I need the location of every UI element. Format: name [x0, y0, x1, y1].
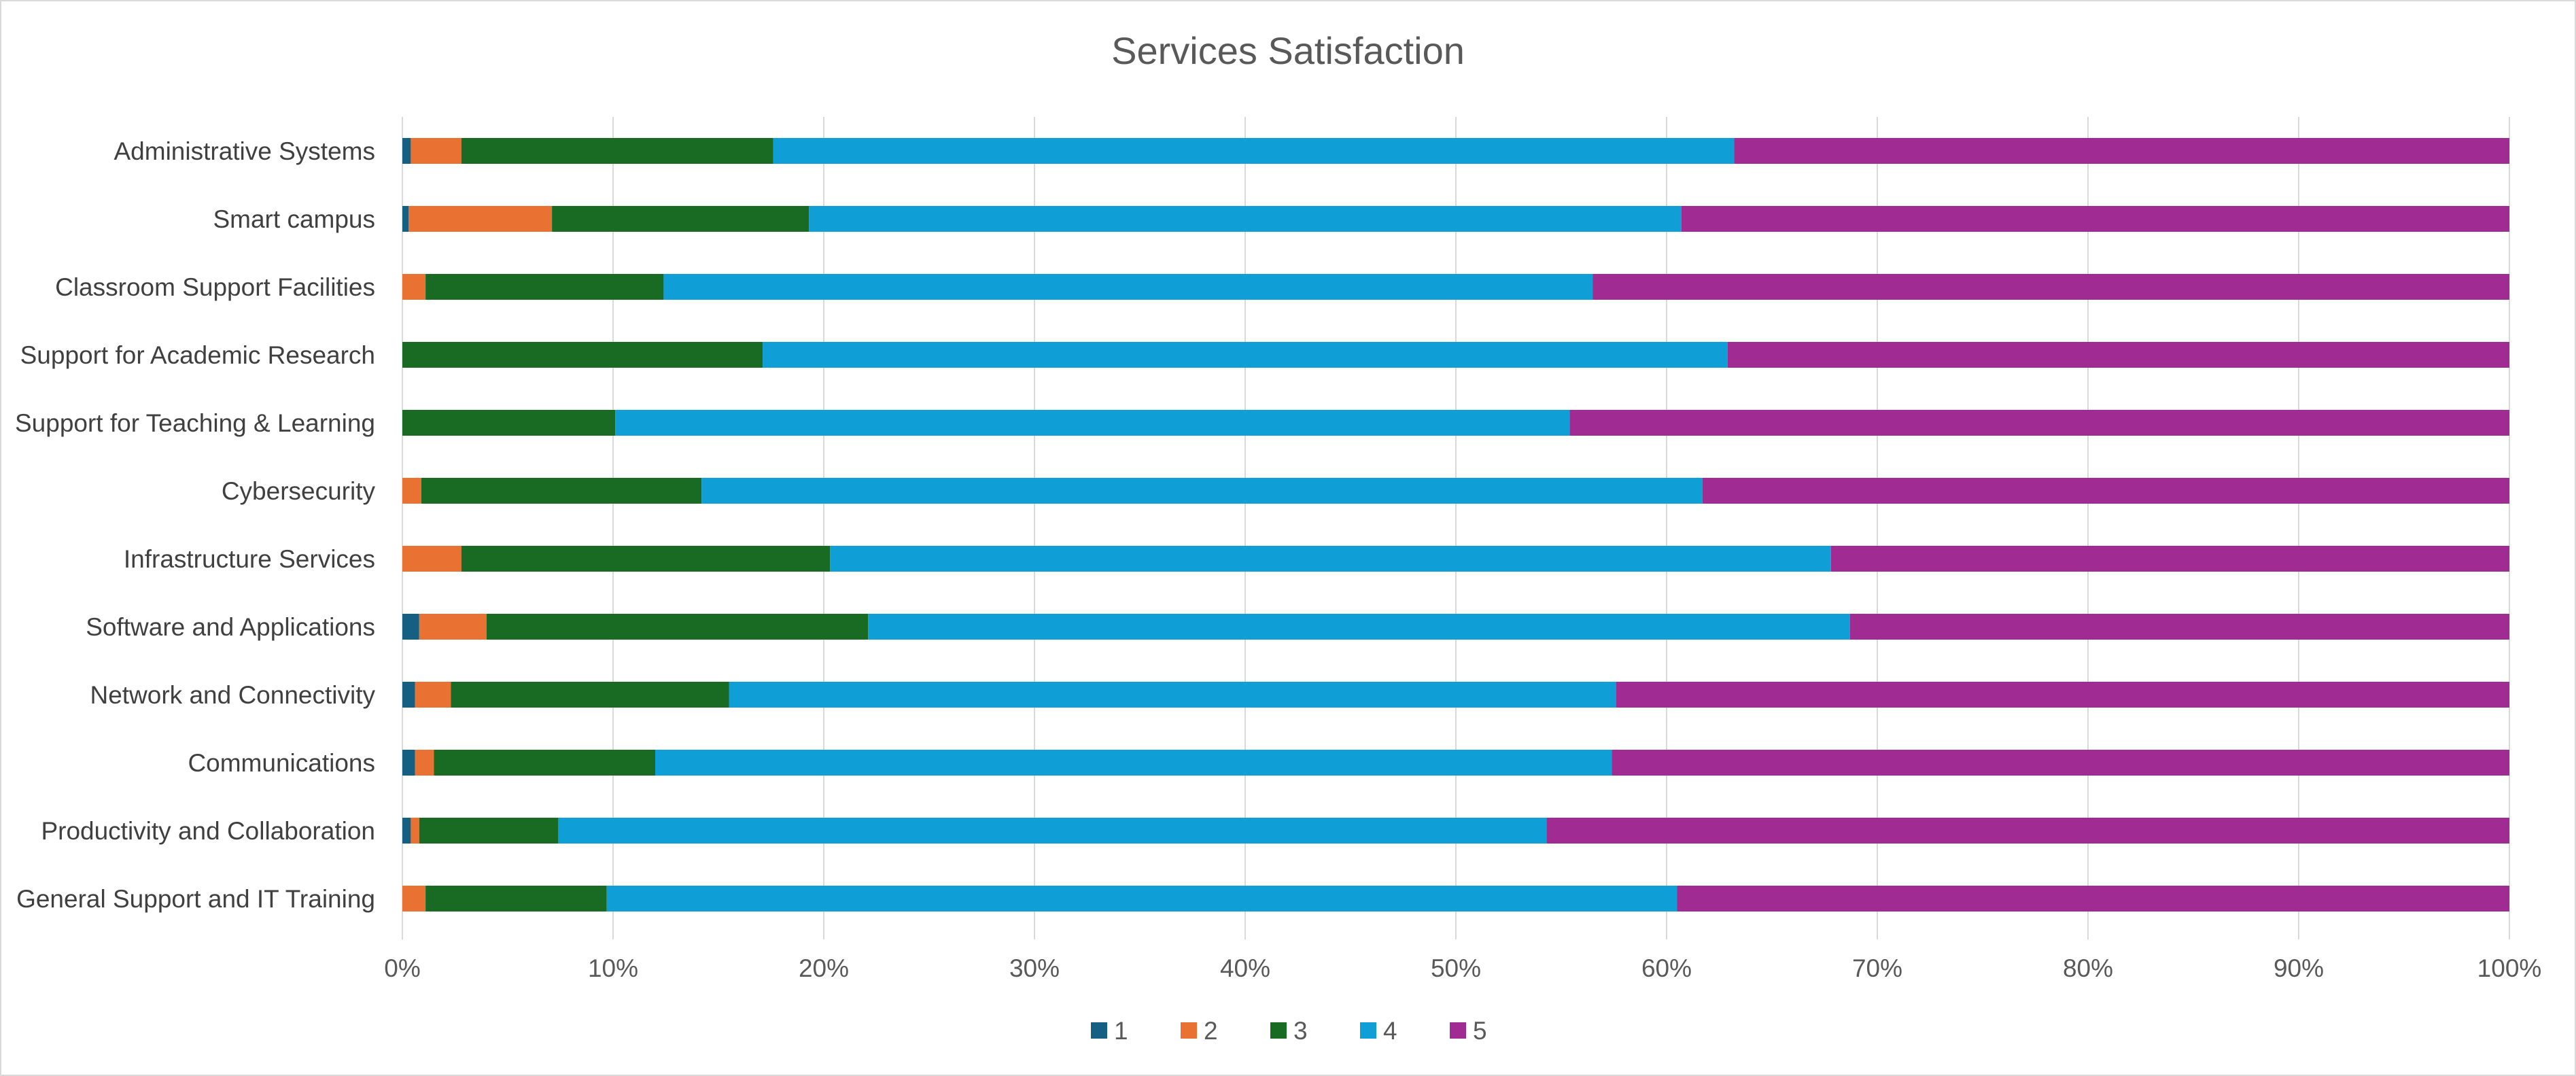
category-label: General Support and IT Training [16, 885, 375, 913]
bar-segment-3 [461, 138, 773, 164]
legend-label: 2 [1204, 1017, 1218, 1045]
category-label: Support for Academic Research [20, 341, 375, 369]
bar-segment-1 [402, 614, 419, 640]
bar-segment-3 [487, 614, 869, 640]
bar-segment-5 [1616, 682, 2509, 708]
category-label: Productivity and Collaboration [41, 817, 375, 845]
legend-label: 3 [1293, 1017, 1308, 1045]
bar-segment-2 [402, 478, 421, 504]
legend: 1 2 3 4 5 [1091, 1017, 1487, 1045]
bar-segment-3 [425, 274, 664, 300]
bar-segment-5 [1849, 614, 2509, 640]
bar-segment-5 [1546, 818, 2509, 844]
bar-segment-3 [425, 886, 607, 912]
bar-segment-2 [415, 682, 451, 708]
bars [402, 138, 2509, 912]
legend-swatch [1091, 1022, 1107, 1039]
bar-segment-3 [419, 818, 559, 844]
bar-segment-1 [402, 682, 415, 708]
x-tick-label: 50% [1431, 954, 1481, 982]
x-axis-tick-labels: 0% 10% 20% 30% 40% 50% 60% 70% 80% 90% 100% [384, 954, 2541, 982]
legend-label: 4 [1383, 1017, 1397, 1045]
category-label: Network and Connectivity [90, 681, 375, 709]
bar-segment-3 [434, 750, 655, 776]
bar-segment-5 [1677, 886, 2509, 912]
category-label: Infrastructure Services [124, 545, 375, 573]
bar-segment-5 [1592, 274, 2509, 300]
legend-swatch [1450, 1022, 1466, 1039]
x-tick-label: 60% [1641, 954, 1692, 982]
x-tick-label: 10% [588, 954, 638, 982]
bar-segment-2 [402, 274, 426, 300]
category-label: Administrative Systems [114, 137, 376, 165]
category-labels: Administrative Systems Smart campus Classr… [15, 137, 376, 913]
bar-segment-4 [558, 818, 1547, 844]
bar-segment-2 [411, 818, 419, 844]
bar-segment-1 [402, 750, 415, 776]
bar-segment-3 [461, 546, 831, 572]
x-tick-label: 70% [1852, 954, 1902, 982]
category-label: Software and Applications [86, 613, 375, 641]
legend-label: 1 [1114, 1017, 1128, 1045]
bar-segment-3 [421, 478, 702, 504]
bar-segment-3 [402, 410, 616, 436]
bar-segment-4 [655, 750, 1612, 776]
bar-segment-4 [868, 614, 1850, 640]
x-tick-label: 100% [2477, 954, 2542, 982]
bar-segment-4 [615, 410, 1570, 436]
bar-segment-1 [402, 138, 411, 164]
bar-segment-4 [701, 478, 1703, 504]
bar-segment-4 [663, 274, 1593, 300]
x-tick-label: 30% [1009, 954, 1060, 982]
bar-segment-2 [402, 886, 426, 912]
legend-label: 5 [1473, 1017, 1487, 1045]
bar-segment-5 [1612, 750, 2509, 776]
legend-swatch [1270, 1022, 1287, 1039]
bar-segment-2 [411, 138, 462, 164]
bar-segment-3 [552, 206, 810, 232]
bar-segment-5 [1734, 138, 2509, 164]
bar-segment-2 [408, 206, 553, 232]
bar-segment-3 [451, 682, 729, 708]
bar-segment-4 [830, 546, 1831, 572]
bar-segment-5 [1702, 478, 2509, 504]
bar-segment-2 [415, 750, 434, 776]
x-tick-label: 0% [384, 954, 420, 982]
bar-segment-4 [729, 682, 1616, 708]
bar-segment-1 [402, 818, 411, 844]
category-label: Support for Teaching & Learning [15, 409, 375, 437]
chart-title: Services Satisfaction [1111, 29, 1465, 72]
legend-swatch [1360, 1022, 1376, 1039]
bar-segment-3 [402, 342, 763, 368]
legend-swatch [1181, 1022, 1197, 1039]
x-tick-label: 90% [2274, 954, 2324, 982]
x-tick-label: 20% [799, 954, 849, 982]
bar-segment-4 [763, 342, 1728, 368]
bar-segment-5 [1727, 342, 2509, 368]
bar-segment-1 [402, 206, 409, 232]
bar-segment-5 [1681, 206, 2509, 232]
bar-segment-2 [419, 614, 487, 640]
category-label: Classroom Support Facilities [55, 273, 375, 301]
bar-segment-4 [606, 886, 1677, 912]
bar-segment-2 [402, 546, 462, 572]
bar-segment-5 [1830, 546, 2509, 572]
bar-segment-4 [773, 138, 1735, 164]
bar-segment-4 [809, 206, 1682, 232]
gridlines [402, 117, 2510, 939]
category-label: Cybersecurity [222, 477, 376, 505]
category-label: Smart campus [213, 205, 375, 233]
x-tick-label: 80% [2063, 954, 2113, 982]
bar-segment-5 [1569, 410, 2509, 436]
category-label: Communications [188, 749, 375, 777]
x-tick-label: 40% [1220, 954, 1270, 982]
